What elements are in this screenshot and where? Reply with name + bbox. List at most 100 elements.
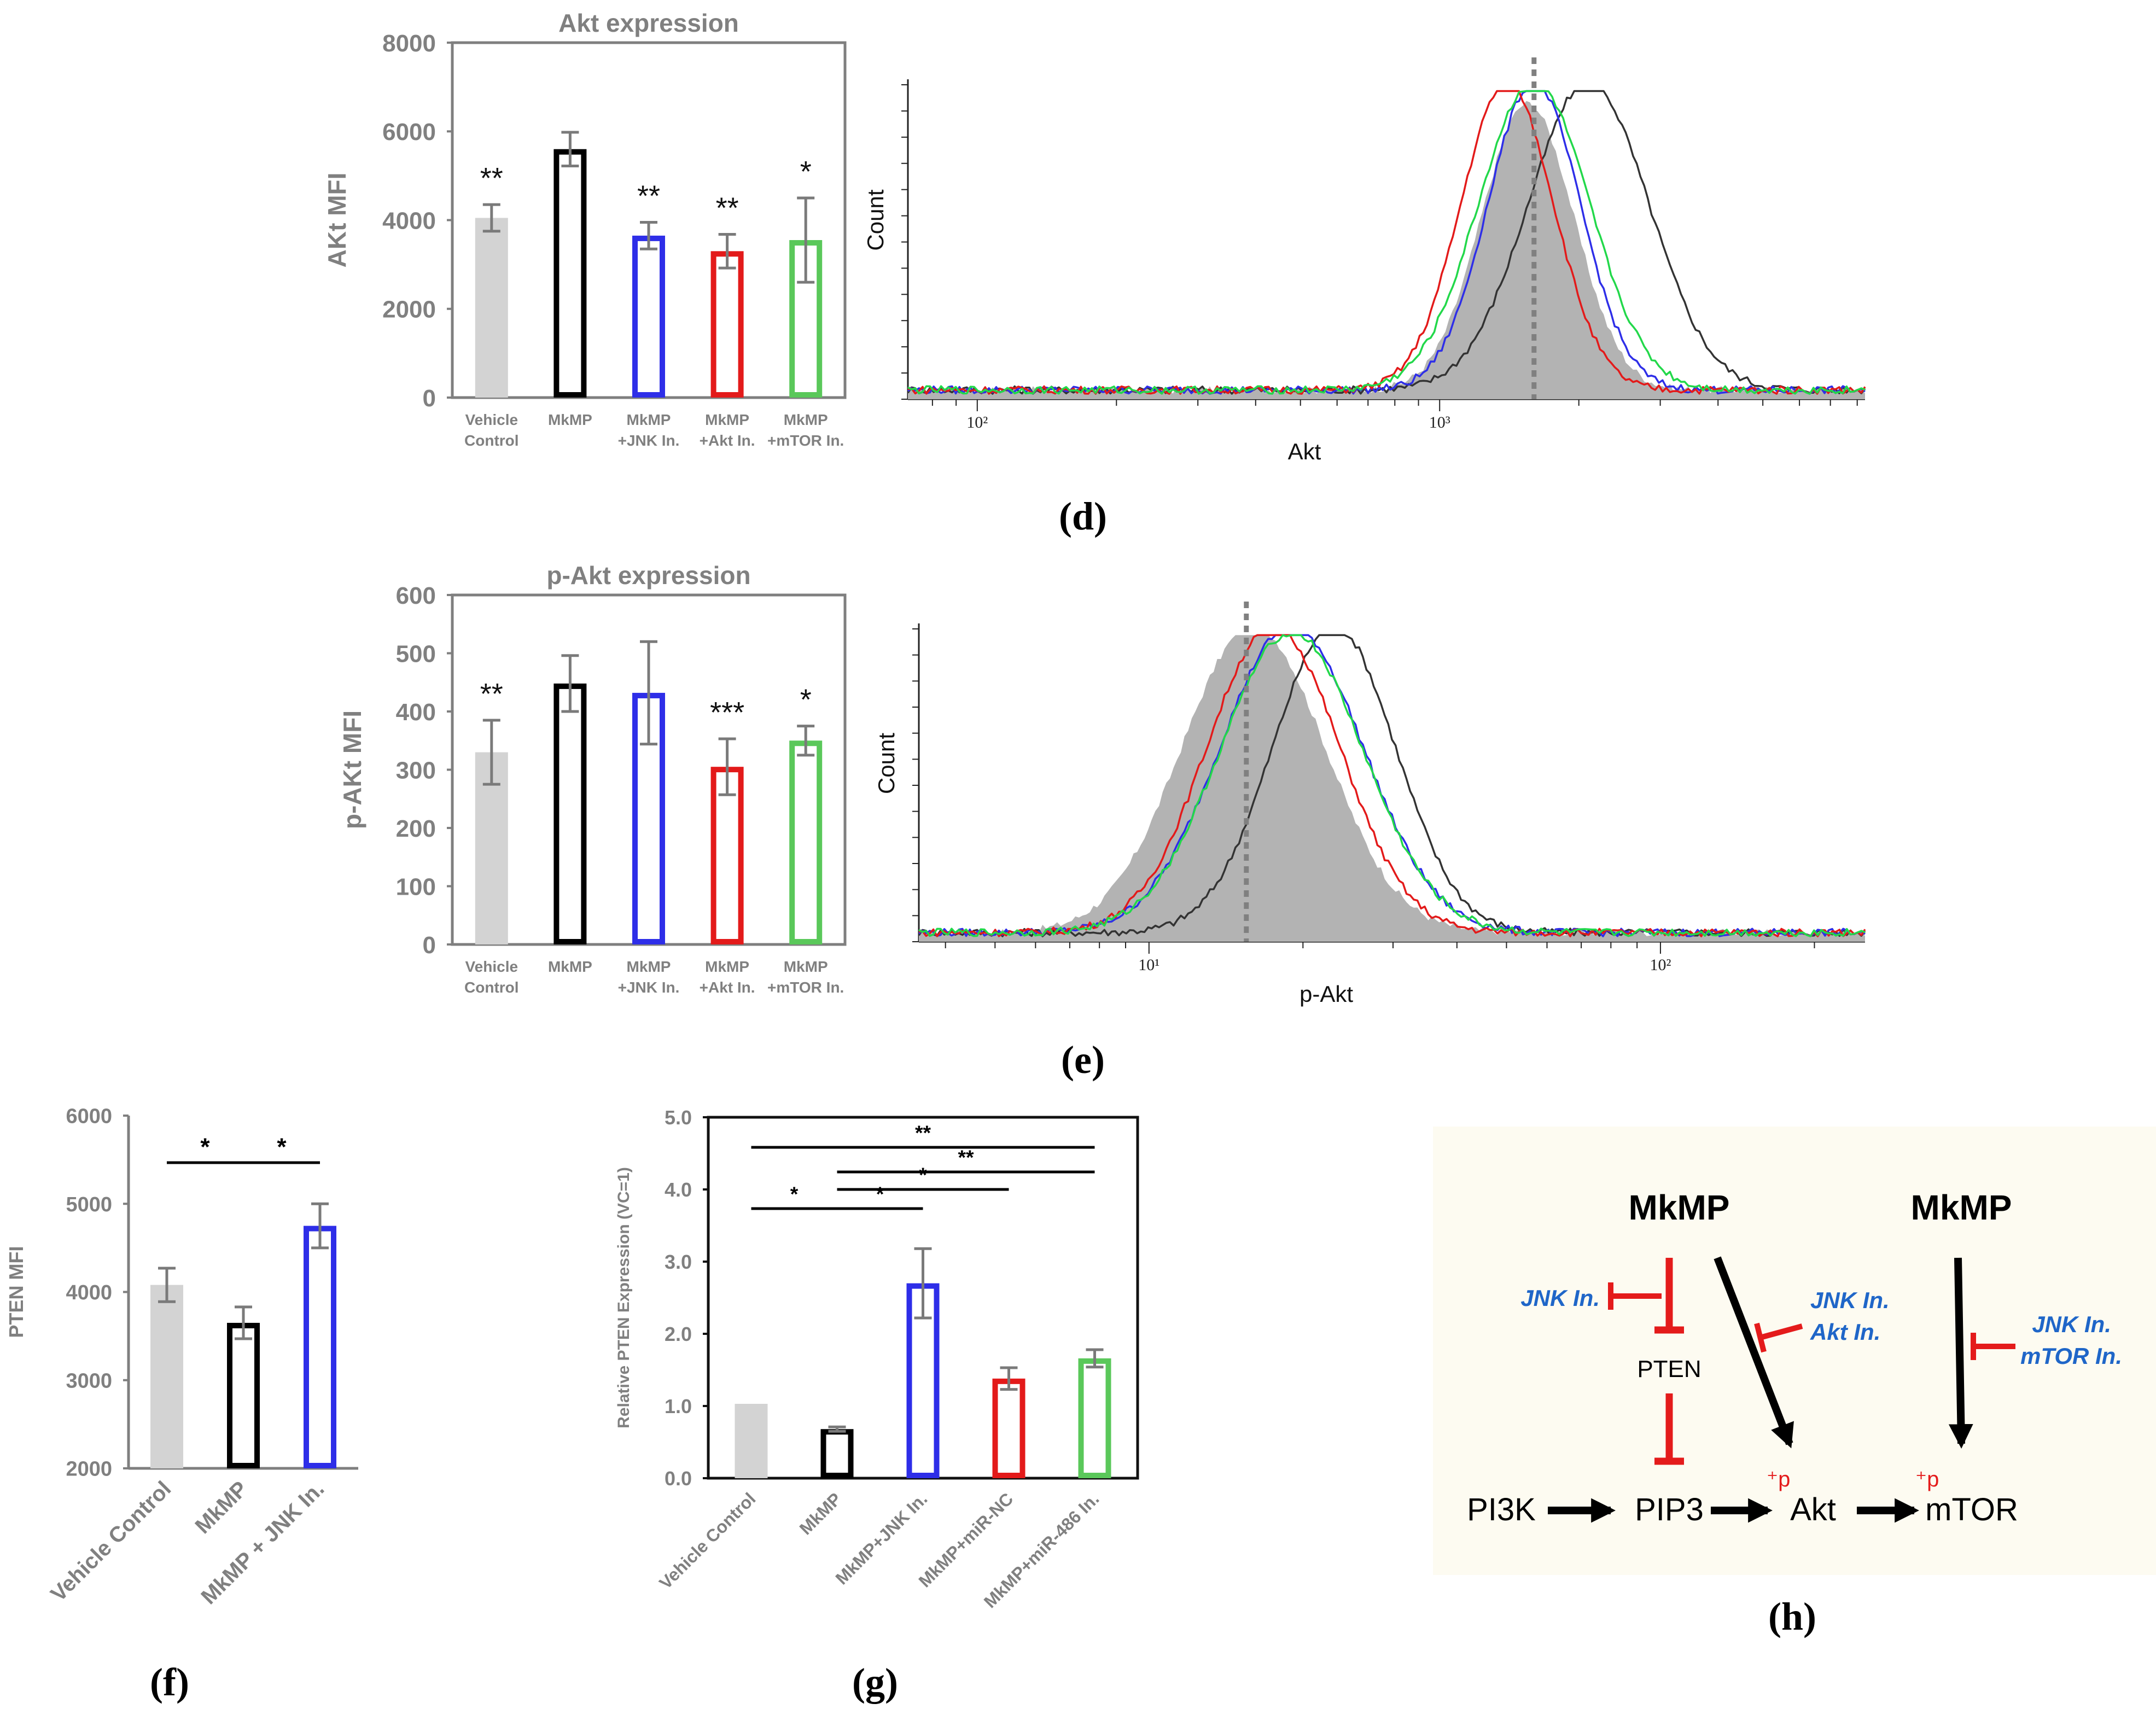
- y-tick-label: 1.0: [665, 1395, 692, 1417]
- bar: [553, 683, 587, 944]
- mtor-phospho-mark: ⁺p: [1915, 1467, 1939, 1491]
- x-axis-label: p-Akt: [1300, 981, 1353, 1007]
- inhibit-line-jnk-akt: [1759, 1323, 1803, 1340]
- significance-mark: **: [716, 191, 739, 224]
- inhibit-cap-jnk-akt: [1754, 1322, 1767, 1353]
- bracket-significance: *: [876, 1182, 884, 1205]
- x-tick-label: 10²: [966, 413, 988, 431]
- y-tick-label: 4.0: [665, 1179, 692, 1201]
- y-axis-label: AKt MFI: [323, 173, 351, 268]
- plot-frame: [451, 41, 847, 399]
- y-tick-label: 6000: [66, 1105, 112, 1128]
- akt-inhibitor-akt-path: Akt In.: [1810, 1319, 1880, 1345]
- bar: [475, 218, 508, 398]
- bracket-significance: **: [915, 1121, 931, 1144]
- x-category-label: MkMP+JNK In.: [831, 1489, 931, 1588]
- x-category-label: MkMP: [796, 1489, 846, 1538]
- bracket-significance: *: [277, 1134, 287, 1160]
- x-category-label: Vehicle: [465, 958, 518, 975]
- x-category-label: Vehicle: [465, 411, 518, 428]
- y-tick-label: 2000: [382, 296, 436, 323]
- y-tick-label: 4000: [66, 1281, 112, 1304]
- x-category-label: MkMP: [705, 958, 749, 975]
- x-category-label: Control: [464, 432, 519, 449]
- arrow-mkmp-mtor: [1948, 1257, 1973, 1449]
- bracket-significance: **: [958, 1146, 974, 1169]
- x-category-label: +JNK In.: [618, 432, 680, 449]
- y-tick-label: 5000: [66, 1193, 112, 1216]
- histogram-filled-series: [908, 101, 1865, 400]
- bar: [304, 1226, 336, 1468]
- bar: [710, 251, 744, 398]
- bar: [227, 1322, 260, 1468]
- y-tick-label: 3.0: [665, 1251, 692, 1273]
- y-tick-label: 0: [423, 932, 436, 959]
- y-tick-label: 200: [396, 815, 436, 842]
- bracket-significance: *: [919, 1163, 927, 1186]
- bracket-significance: *: [200, 1134, 210, 1160]
- histogram-line-series: [907, 90, 1866, 395]
- x-category-label: Vehicle Control: [655, 1489, 759, 1592]
- y-tick-label: 3000: [66, 1369, 112, 1392]
- chart-title: Akt expression: [558, 9, 739, 37]
- x-category-label: MkMP: [627, 411, 671, 428]
- mtor-inhibitor-mtor-path: mTOR In.: [2020, 1343, 2122, 1369]
- y-tick-label: 2.0: [665, 1323, 692, 1345]
- panel-label-f: (f): [150, 1660, 189, 1704]
- bar: [735, 1404, 768, 1478]
- significance-mark: *: [800, 155, 812, 188]
- pakt-flow-histogram: 10¹ 10² p-Akt Count: [873, 602, 1866, 1007]
- histogram-line-series: [918, 634, 1866, 937]
- histogram-line-series: [907, 90, 1866, 395]
- y-tick-label: 5.0: [665, 1106, 692, 1129]
- bar: [789, 740, 823, 944]
- y-axis-label: p-AKt MFI: [338, 710, 366, 829]
- y-axis-label: Count: [873, 733, 899, 794]
- y-tick-label: 6000: [382, 119, 436, 145]
- y-tick-label: 0.0: [665, 1467, 692, 1490]
- significance-mark: **: [637, 180, 660, 213]
- y-axis-label: PTEN MFI: [5, 1246, 27, 1338]
- y-axis-label: Count: [863, 189, 888, 250]
- x-tick-label: 10³: [1429, 413, 1450, 431]
- panel-label-h: (h): [1768, 1595, 1816, 1638]
- x-category-label: Control: [464, 979, 519, 996]
- x-category-label: MkMP: [548, 958, 592, 975]
- y-tick-label: 400: [396, 699, 436, 726]
- x-category-label: MkMP: [191, 1477, 253, 1538]
- panel-label-d: (d): [1059, 494, 1107, 538]
- significance-mark: *: [800, 684, 812, 716]
- y-tick-label: 300: [396, 757, 436, 784]
- pten-mfi-bar-chart: 2000 3000 4000 5000 6000 PTEN MFI Vehicle Cont…: [5, 1105, 358, 1609]
- histogram-filled-series: [919, 635, 1865, 942]
- y-tick-label: 0: [423, 385, 436, 412]
- pip3-node: PIP3: [1635, 1492, 1704, 1527]
- y-tick-label: 8000: [382, 30, 436, 57]
- x-category-label: MkMP: [784, 411, 828, 428]
- jnk-inhibitor-akt-path: JNK In.: [1810, 1287, 1890, 1313]
- mkmp-right-label: MkMP: [1911, 1188, 2012, 1227]
- x-category-label: +mTOR In.: [767, 432, 844, 449]
- y-axis-label: Relative PTEN Expression (VC=1): [615, 1167, 633, 1428]
- significance-mark: **: [480, 678, 503, 710]
- pten-qpcr-bar-chart: 0.0 1.0 2.0 3.0 4.0 5.0 Relative PTEN Expressi…: [615, 1106, 1139, 1612]
- x-category-label: +Akt In.: [700, 432, 755, 449]
- x-category-label: +Akt In.: [700, 979, 755, 996]
- panel-label-e: (e): [1061, 1038, 1105, 1082]
- x-category-label: +mTOR In.: [767, 979, 844, 996]
- pten-node: PTEN: [1637, 1356, 1701, 1382]
- y-tick-label: 2000: [66, 1458, 112, 1481]
- y-tick-label: 500: [396, 640, 436, 667]
- significance-mark: ***: [710, 696, 744, 729]
- x-category-label: MkMP: [784, 958, 828, 975]
- x-category-label: +JNK In.: [618, 979, 680, 996]
- bar: [150, 1285, 183, 1468]
- arrow-mkmp-akt: [1714, 1256, 1794, 1449]
- jnk-inhibitor-left: JNK In.: [1520, 1285, 1600, 1311]
- x-category-label: MkMP: [548, 411, 592, 428]
- bar: [992, 1378, 1025, 1479]
- panel-label-g: (g): [852, 1660, 898, 1704]
- x-category-label: MkMP: [705, 411, 749, 428]
